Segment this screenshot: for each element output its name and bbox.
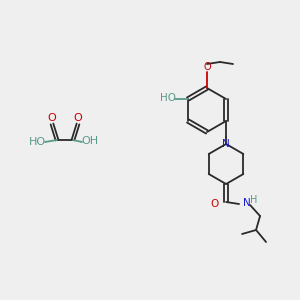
Text: N: N — [222, 139, 230, 149]
Text: O: O — [74, 113, 82, 123]
Text: O: O — [210, 199, 218, 209]
Text: O: O — [48, 113, 56, 123]
Text: HO: HO — [28, 137, 46, 147]
Text: N: N — [243, 198, 251, 208]
Text: OH: OH — [81, 136, 99, 146]
Text: H: H — [250, 195, 258, 205]
Text: O: O — [203, 62, 211, 72]
Text: HO: HO — [160, 93, 176, 103]
